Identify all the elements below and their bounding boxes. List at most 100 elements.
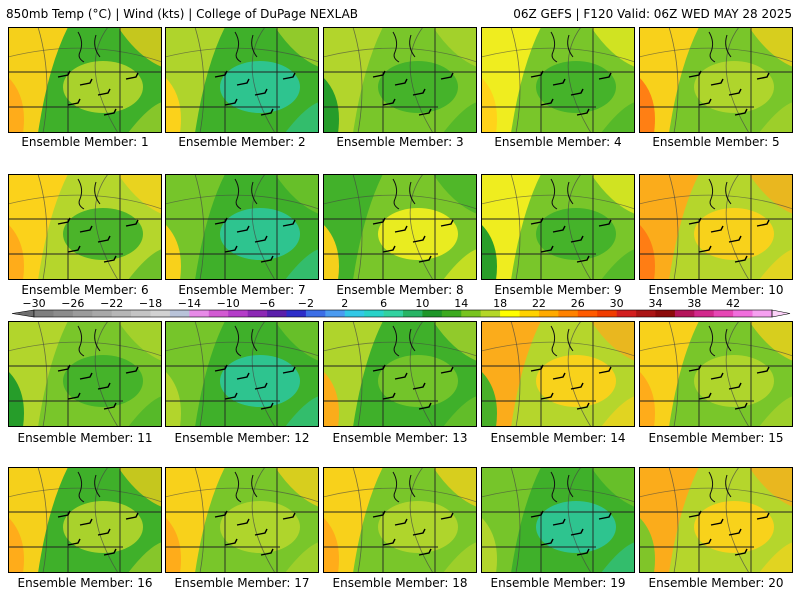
ensemble-map-panel bbox=[165, 467, 319, 573]
colorbar-tick-label: −2 bbox=[298, 297, 314, 310]
ensemble-member-label: Ensemble Member: 5 bbox=[652, 135, 780, 149]
colorbar-swatch bbox=[694, 310, 715, 317]
ensemble-member-label: Ensemble Member: 13 bbox=[332, 431, 468, 445]
colorbar-swatch bbox=[72, 310, 93, 317]
colorbar-tick-label: 34 bbox=[648, 297, 662, 310]
colorbar-swatch bbox=[636, 310, 656, 317]
colorbar-tick-label: −14 bbox=[178, 297, 201, 310]
ensemble-map-panel bbox=[323, 174, 477, 280]
ensemble-map-panel bbox=[8, 321, 162, 427]
colorbar-swatch bbox=[92, 310, 112, 317]
ensemble-map-panel bbox=[165, 174, 319, 280]
colorbar-swatch bbox=[597, 310, 617, 317]
ensemble-map-panel bbox=[323, 467, 477, 573]
colorbar-tick-label: −6 bbox=[259, 297, 275, 310]
ensemble-map-panel bbox=[639, 174, 793, 280]
ensemble-member-label: Ensemble Member: 8 bbox=[336, 283, 464, 297]
ensemble-map-panel bbox=[165, 27, 319, 133]
colorbar-tick-label: −30 bbox=[22, 297, 45, 310]
colorbar-swatch bbox=[150, 310, 171, 317]
ensemble-map-panel bbox=[8, 174, 162, 280]
colorbar-high-arrow bbox=[771, 309, 791, 318]
colorbar-swatch bbox=[383, 310, 404, 317]
ensemble-member-label: Ensemble Member: 1 bbox=[21, 135, 149, 149]
ensemble-member-label: Ensemble Member: 14 bbox=[490, 431, 626, 445]
colorbar-swatch bbox=[111, 310, 132, 317]
colorbar-swatch bbox=[364, 310, 384, 317]
colorbar-swatch bbox=[403, 310, 423, 317]
colorbar-swatch bbox=[286, 310, 307, 317]
ensemble-member-label: Ensemble Member: 15 bbox=[648, 431, 784, 445]
temperature-field-map bbox=[639, 321, 793, 427]
colorbar-swatch bbox=[228, 310, 248, 317]
colorbar-swatch bbox=[189, 310, 210, 317]
ensemble-map-panel bbox=[323, 27, 477, 133]
colorbar-tick-label: 30 bbox=[610, 297, 624, 310]
ensemble-member-label: Ensemble Member: 10 bbox=[648, 283, 784, 297]
temperature-field-map bbox=[323, 27, 477, 133]
ensemble-member-label: Ensemble Member: 20 bbox=[648, 576, 784, 590]
ensemble-map-panel bbox=[8, 27, 162, 133]
ensemble-member-label: Ensemble Member: 3 bbox=[336, 135, 464, 149]
colorbar-swatch bbox=[53, 310, 74, 317]
colorbar-swatch bbox=[441, 310, 462, 317]
temperature-field-map bbox=[165, 321, 319, 427]
ensemble-member-label: Ensemble Member: 17 bbox=[174, 576, 310, 590]
colorbar-swatch bbox=[344, 310, 365, 317]
temperature-field-map bbox=[323, 467, 477, 573]
colorbar-swatch bbox=[713, 310, 734, 317]
ensemble-member-label: Ensemble Member: 4 bbox=[494, 135, 622, 149]
ensemble-member-label: Ensemble Member: 2 bbox=[178, 135, 306, 149]
colorbar-tick-label: −10 bbox=[217, 297, 240, 310]
temperature-field-map bbox=[481, 174, 635, 280]
ensemble-map-panel bbox=[639, 321, 793, 427]
colorbar-swatch bbox=[538, 310, 559, 317]
ensemble-member-label: Ensemble Member: 6 bbox=[21, 283, 149, 297]
ensemble-map-panel bbox=[323, 321, 477, 427]
colorbar-swatch bbox=[655, 310, 676, 317]
ensemble-map-panel bbox=[481, 27, 635, 133]
ensemble-member-label: Ensemble Member: 16 bbox=[17, 576, 153, 590]
ensemble-member-label: Ensemble Member: 7 bbox=[178, 283, 306, 297]
temperature-field-map bbox=[481, 321, 635, 427]
temperature-field-map bbox=[165, 174, 319, 280]
colorbar-tick-label: 6 bbox=[380, 297, 387, 310]
colorbar-swatch bbox=[461, 310, 481, 317]
colorbar-swatch bbox=[267, 310, 287, 317]
colorbar-swatch bbox=[577, 310, 598, 317]
colorbar-swatch bbox=[34, 310, 54, 317]
ensemble-map-panel bbox=[639, 27, 793, 133]
temperature-field-map bbox=[481, 27, 635, 133]
colorbar-swatch bbox=[733, 310, 753, 317]
ensemble-member-label: Ensemble Member: 11 bbox=[17, 431, 153, 445]
temperature-field-map bbox=[481, 467, 635, 573]
temperature-colorbar: −30 −26 −22 −18 −14 −10 −6 −2 2 6 10 14 18 22 26 30 34 38… bbox=[11, 297, 791, 318]
colorbar-swatch bbox=[519, 310, 540, 317]
colorbar-swatch bbox=[131, 310, 151, 317]
ensemble-map-panel bbox=[481, 321, 635, 427]
colorbar-tick-label: 18 bbox=[493, 297, 507, 310]
colorbar-tick-label: −18 bbox=[139, 297, 162, 310]
colorbar-swatch bbox=[305, 310, 326, 317]
colorbar-swatch bbox=[169, 310, 190, 317]
colorbar-swatch bbox=[208, 310, 229, 317]
colorbar-tick-label: 2 bbox=[341, 297, 348, 310]
colorbar-swatch bbox=[616, 310, 637, 317]
temperature-field-map bbox=[639, 174, 793, 280]
temperature-field-map bbox=[323, 174, 477, 280]
colorbar-tick-label: 10 bbox=[415, 297, 429, 310]
ensemble-member-label: Ensemble Member: 12 bbox=[174, 431, 310, 445]
chart-header-left: 850mb Temp (°C) | Wind (kts) | College o… bbox=[6, 7, 359, 21]
colorbar-low-arrow bbox=[11, 309, 35, 318]
colorbar-swatch bbox=[500, 310, 520, 317]
colorbar-tick-label: 38 bbox=[687, 297, 701, 310]
ensemble-map-panel bbox=[639, 467, 793, 573]
temperature-field-map bbox=[639, 467, 793, 573]
temperature-field-map bbox=[8, 27, 162, 133]
ensemble-map-panel bbox=[165, 321, 319, 427]
temperature-field-map bbox=[8, 321, 162, 427]
colorbar-tick-label: 14 bbox=[454, 297, 468, 310]
colorbar-swatch bbox=[247, 310, 268, 317]
temperature-field-map bbox=[8, 174, 162, 280]
ensemble-map-panel bbox=[481, 467, 635, 573]
